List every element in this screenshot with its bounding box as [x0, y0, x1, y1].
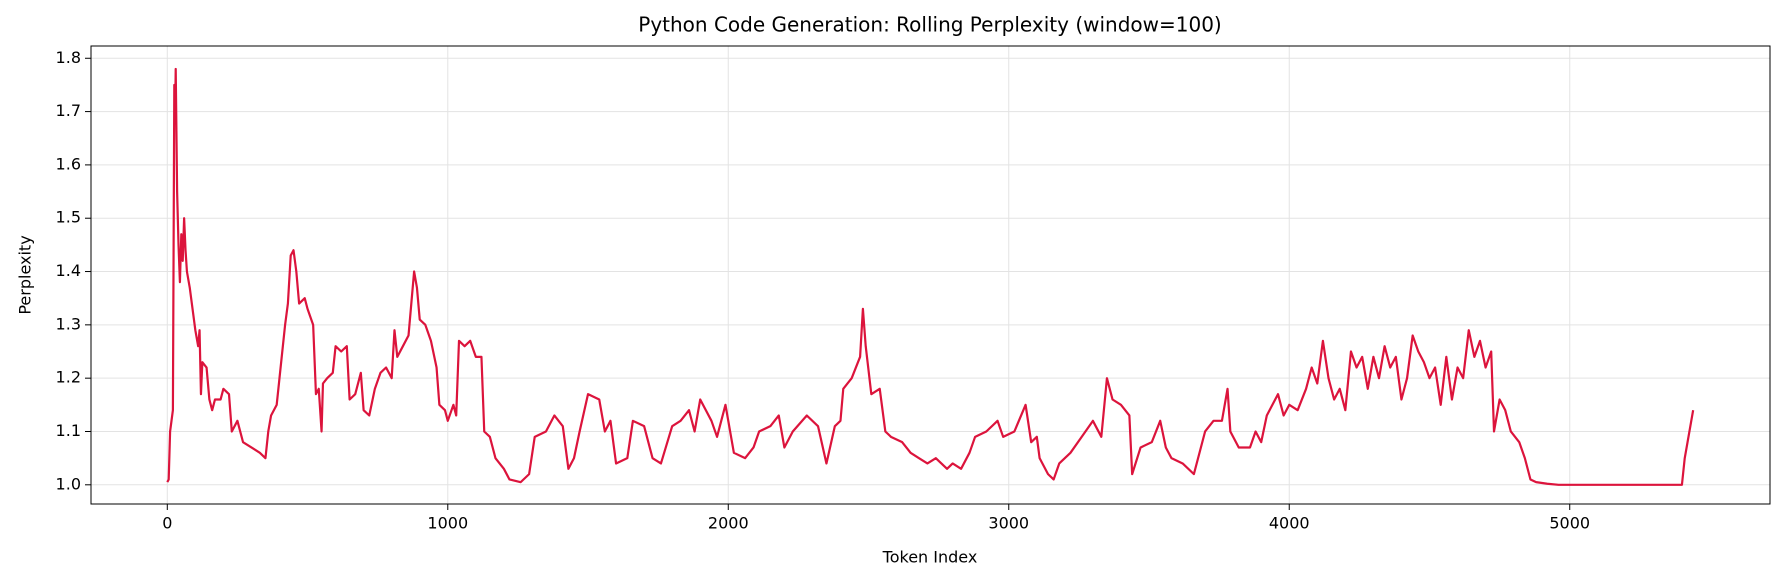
y-tick-label: 1.1 — [56, 421, 81, 440]
y-tick-label: 1.7 — [56, 101, 81, 120]
y-tick-label: 1.0 — [56, 474, 81, 493]
x-tick-label: 5000 — [1549, 514, 1590, 533]
x-tick-label: 0 — [162, 514, 172, 533]
y-axis-label: Perplexity — [16, 235, 35, 314]
x-tick-label: 3000 — [988, 514, 1029, 533]
x-tick-label: 1000 — [427, 514, 468, 533]
y-tick-label: 1.4 — [56, 261, 81, 280]
plot-frame — [90, 45, 1771, 505]
line — [166, 67, 1695, 486]
y-tick-label: 1.8 — [56, 48, 81, 67]
chart-title: Python Code Generation: Rolling Perplexi… — [638, 13, 1221, 37]
y-tick-label: 1.6 — [56, 154, 81, 173]
x-tick-label: 4000 — [1269, 514, 1310, 533]
y-tick-label: 1.5 — [56, 208, 81, 227]
y-tick-label: 1.3 — [56, 314, 81, 333]
x-axis-label: Token Index — [882, 548, 978, 567]
x-tick-label: 2000 — [708, 514, 749, 533]
y-tick-label: 1.2 — [56, 368, 81, 387]
